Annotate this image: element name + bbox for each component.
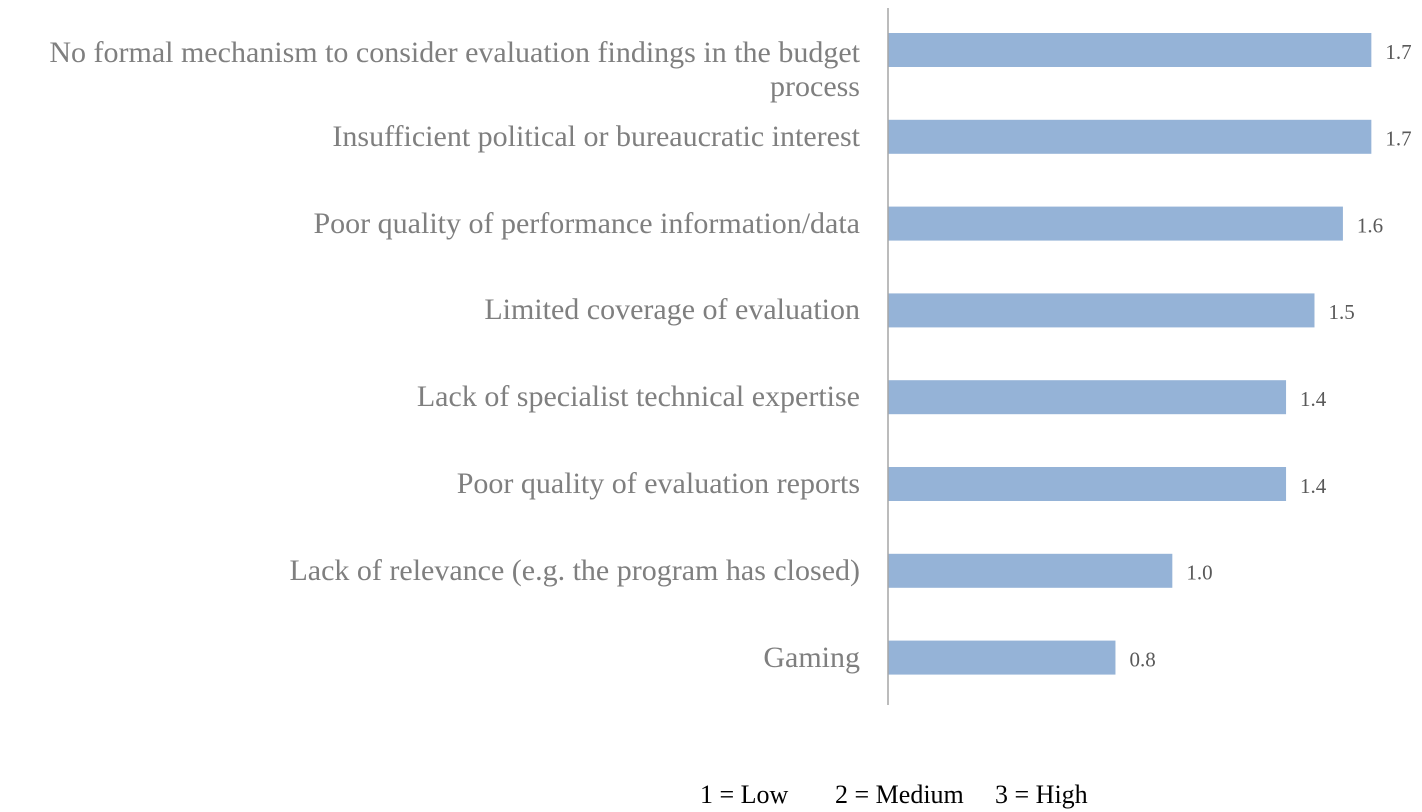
bar bbox=[888, 380, 1287, 415]
category-label: Lack of specialist technical expertise bbox=[416, 380, 860, 414]
bar bbox=[888, 293, 1315, 328]
bar bbox=[888, 33, 1372, 67]
scale-note: 1 = Low bbox=[700, 780, 789, 809]
scale-note: 3 = High bbox=[995, 780, 1088, 809]
data-label: 1.4 bbox=[1300, 387, 1327, 411]
category-label: Insufficient political or bureaucratic i… bbox=[332, 119, 860, 153]
category-label: Poor quality of performance information/… bbox=[313, 206, 861, 240]
bar bbox=[888, 206, 1343, 241]
data-label: 1.7 bbox=[1385, 127, 1411, 151]
category-label: No formal mechanism to consider evaluati… bbox=[49, 36, 860, 103]
category-label: Limited coverage of evaluation bbox=[484, 293, 860, 327]
data-label: 1.0 bbox=[1186, 561, 1212, 585]
data-label: 1.6 bbox=[1357, 213, 1383, 237]
category-label: Lack of relevance (e.g. the program has … bbox=[289, 553, 860, 587]
data-label: 0.8 bbox=[1129, 647, 1155, 671]
category-label: Gaming bbox=[763, 640, 860, 674]
data-label: 1.7 bbox=[1385, 40, 1411, 64]
data-label: 1.5 bbox=[1328, 300, 1354, 324]
bar bbox=[888, 553, 1173, 588]
bar bbox=[888, 119, 1372, 154]
scale-note: 2 = Medium bbox=[835, 780, 964, 809]
bar bbox=[888, 640, 1116, 675]
bar bbox=[888, 467, 1287, 501]
category-label: Poor quality of evaluation reports bbox=[456, 467, 860, 500]
data-label: 1.4 bbox=[1300, 474, 1327, 498]
